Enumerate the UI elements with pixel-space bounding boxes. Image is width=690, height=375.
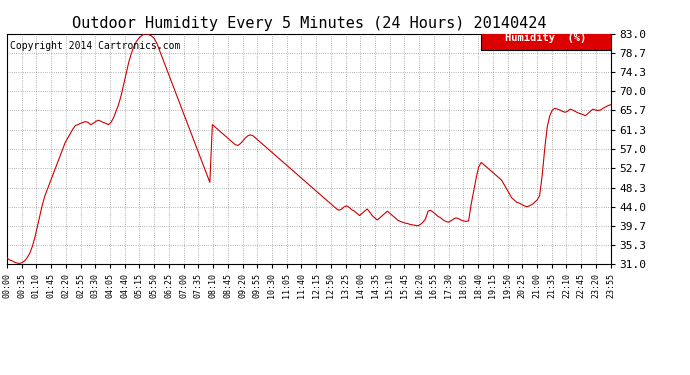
Text: Copyright 2014 Cartronics.com: Copyright 2014 Cartronics.com [10,40,180,51]
FancyBboxPatch shape [481,27,611,50]
Text: Humidity  (%): Humidity (%) [505,33,586,44]
Title: Outdoor Humidity Every 5 Minutes (24 Hours) 20140424: Outdoor Humidity Every 5 Minutes (24 Hou… [72,16,546,31]
